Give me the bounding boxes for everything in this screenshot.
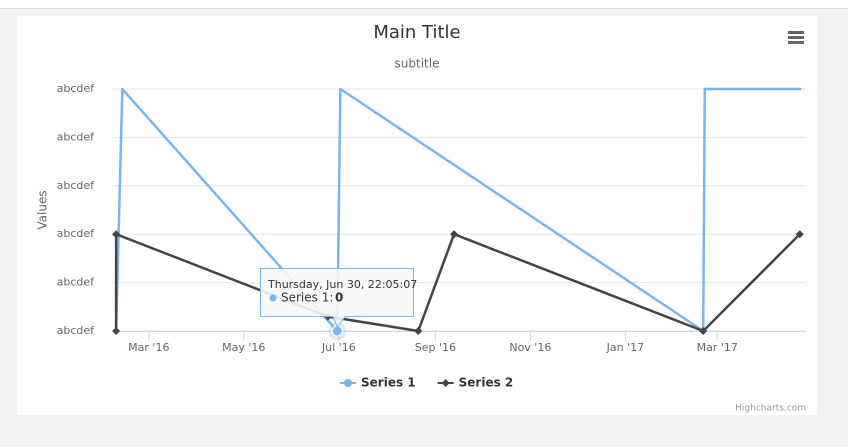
y-tick-label: abcdef (57, 130, 96, 143)
menu-button[interactable] (784, 26, 808, 48)
x-tick-label: Sep '16 (415, 341, 456, 354)
series-line (114, 87, 802, 333)
y-tick-label: abcdef (57, 324, 96, 337)
chart-background (17, 16, 817, 415)
x-tick-label: Nov '16 (509, 341, 551, 354)
x-tick-label: Jul '16 (321, 341, 356, 354)
y-tick-label: abcdef (57, 276, 96, 289)
tooltip-box (260, 268, 414, 329)
tooltip-date: Thursday, Jun 30, 22:05:07 (267, 278, 417, 291)
x-tick-label: May '16 (222, 341, 265, 354)
marker (699, 327, 708, 335)
legend-label[interactable]: Series 2 (459, 376, 514, 390)
legend-label[interactable]: Series 1 (361, 376, 416, 390)
tooltip: Thursday, Jun 30, 22:05:07 Series 1: 0 (260, 268, 417, 329)
grid: abcdef abcdef abcdef abcdef abcdef abcdef Mar … (57, 82, 806, 354)
menu-bar (788, 41, 804, 44)
y-tick-label: abcdef (57, 82, 96, 95)
menu-bar (788, 31, 804, 34)
chart-subtitle: subtitle (395, 57, 440, 71)
y-tick-label: abcdef (57, 179, 96, 192)
tooltip-value: 0 (335, 291, 343, 305)
top-strip (0, 0, 848, 8)
legend: Series 1 Series 2 (340, 376, 513, 390)
marker (414, 327, 423, 335)
tooltip-symbol (269, 294, 277, 302)
menu-bar (788, 36, 804, 39)
x-tick-label: Mar '17 (697, 341, 738, 354)
marker (112, 327, 121, 335)
y-tick-label: abcdef (57, 227, 96, 240)
marker (795, 230, 804, 239)
marker (441, 379, 450, 387)
plot-area (112, 87, 804, 340)
y-axis-title: Values (36, 190, 50, 229)
marker (112, 230, 121, 239)
tooltip-label: Series 1: (281, 291, 333, 305)
x-tick-label: Jan '17 (606, 341, 644, 354)
x-tick-label: Mar '16 (128, 341, 169, 354)
chart-title: Main Title (373, 22, 460, 43)
credits[interactable]: Highcharts.com (735, 404, 806, 414)
marker (450, 230, 459, 239)
marker (344, 379, 352, 387)
